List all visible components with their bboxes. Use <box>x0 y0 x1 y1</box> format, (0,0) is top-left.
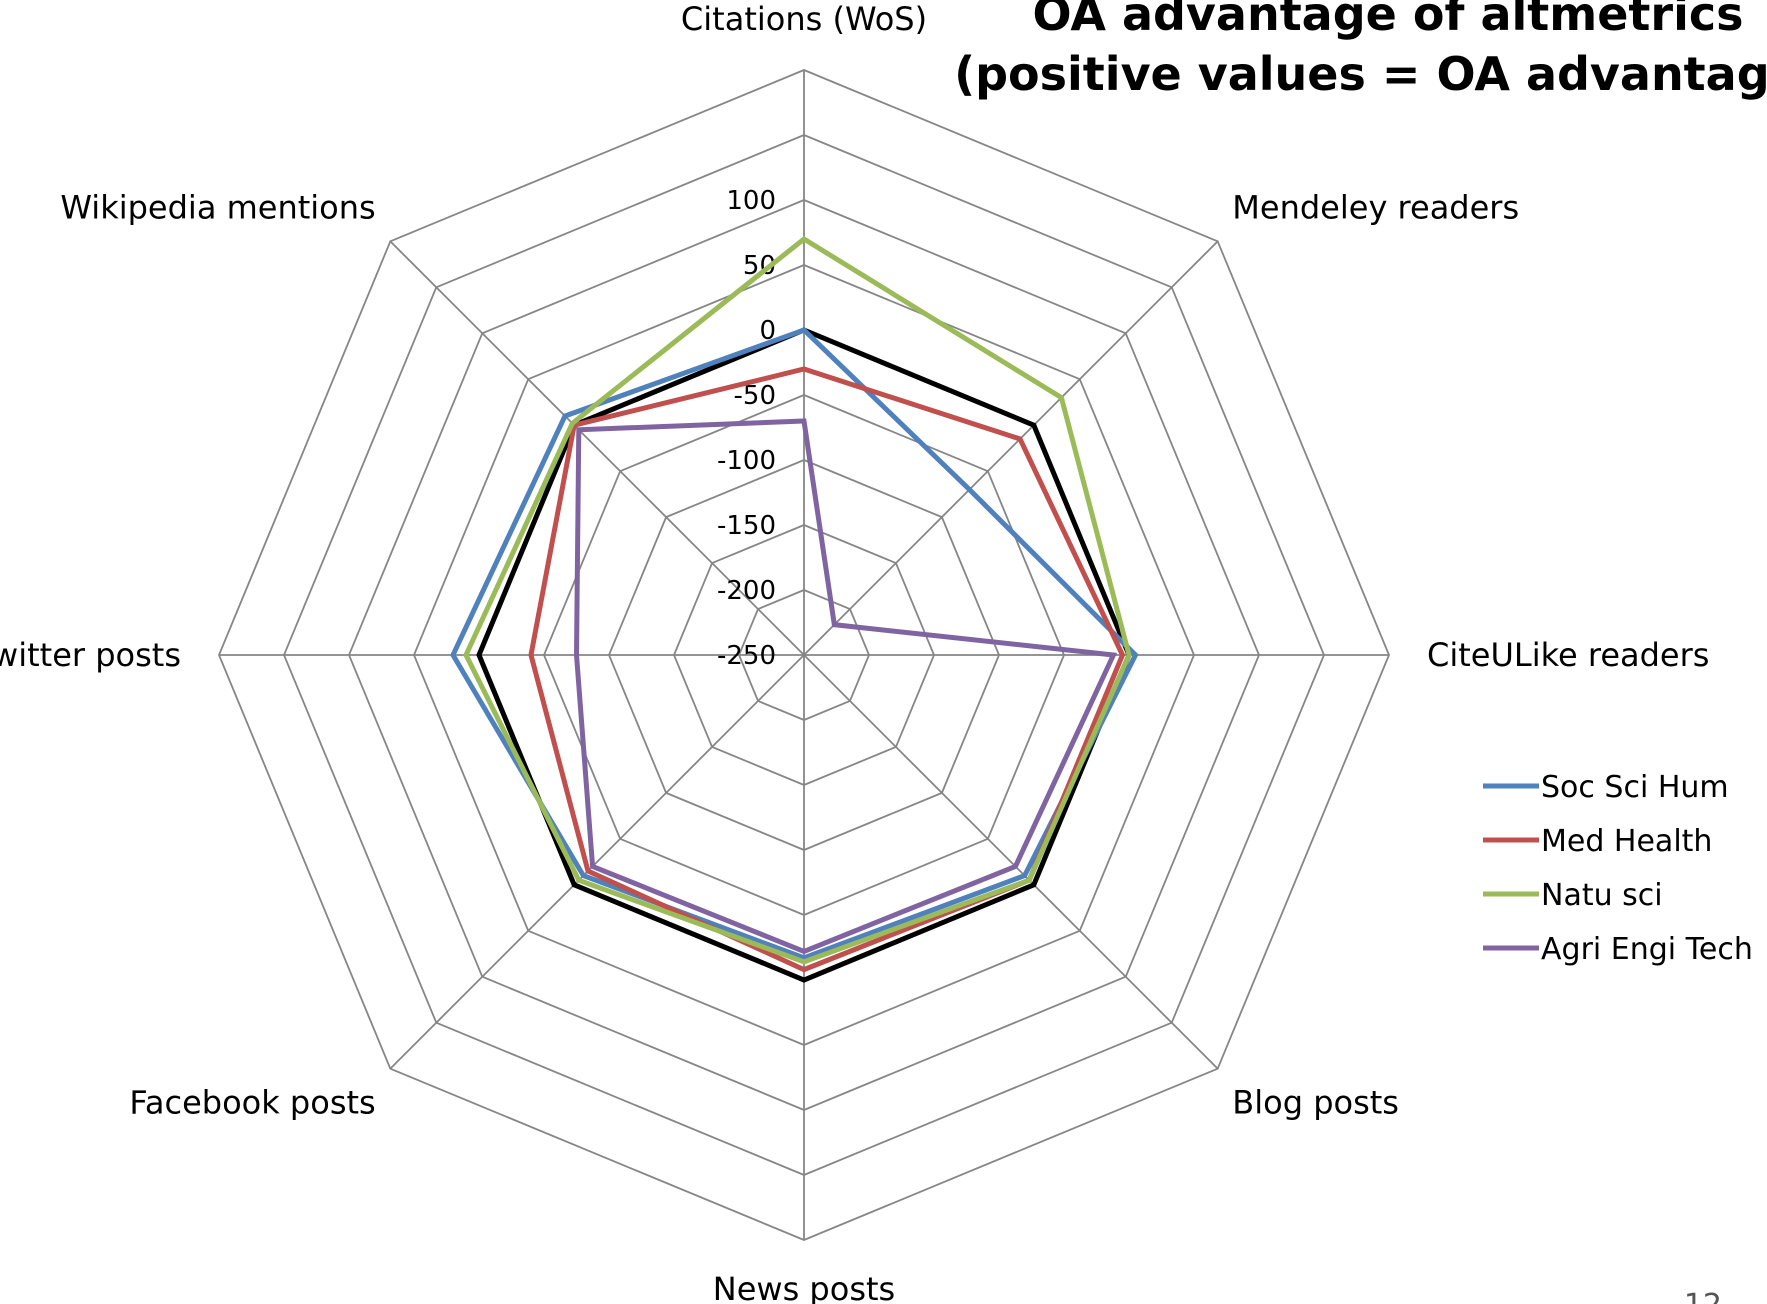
legend-entry: Natu sci <box>1541 878 1663 913</box>
tick-label: 0 <box>759 316 776 346</box>
axis-label: Wikipedia mentions <box>60 189 375 227</box>
series-lines <box>450 235 1139 983</box>
chart-title-line-1: OA advantage of altmetrics <box>1032 0 1743 41</box>
tick-label: -100 <box>717 446 776 476</box>
axis-label: Citations (WoS) <box>681 0 927 38</box>
chart-title-line-2: (positive values = OA advantage) <box>954 47 1767 101</box>
axis-spoke <box>389 240 805 656</box>
axis-label: News posts <box>713 1270 895 1304</box>
series-line <box>450 327 1139 961</box>
radar-grid <box>218 69 1390 1241</box>
axis-label: Mendeley readers <box>1232 189 1519 227</box>
series-line-reference <box>476 327 1132 983</box>
legend-entry: Med Health <box>1541 824 1712 859</box>
series-line <box>463 235 1132 965</box>
legend-entry: Agri Engi Tech <box>1541 932 1753 967</box>
legend-entry: Soc Sci Hum <box>1541 770 1729 805</box>
tick-label: -200 <box>717 576 776 606</box>
page-number: 12 <box>1684 1288 1722 1304</box>
tick-label: 100 <box>726 186 776 216</box>
series-line <box>573 418 1118 955</box>
axis-spoke <box>803 240 1219 656</box>
series-line <box>528 366 1126 973</box>
axis-spoke <box>803 654 1219 1070</box>
legend: Soc Sci Hum Med Health Natu sci Agri Engi T… <box>1483 770 1753 967</box>
tick-label: -250 <box>717 641 776 671</box>
axis-label: Twitter posts <box>0 636 181 674</box>
tick-label: -150 <box>717 511 776 541</box>
axis-labels: Citations (WoS) Mendeley readers CiteULike… <box>0 0 1709 1304</box>
axis-label: Facebook posts <box>129 1083 375 1121</box>
axis-label: CiteULike readers <box>1427 636 1709 674</box>
axis-spoke <box>389 654 805 1070</box>
axis-label: Blog posts <box>1232 1083 1399 1121</box>
